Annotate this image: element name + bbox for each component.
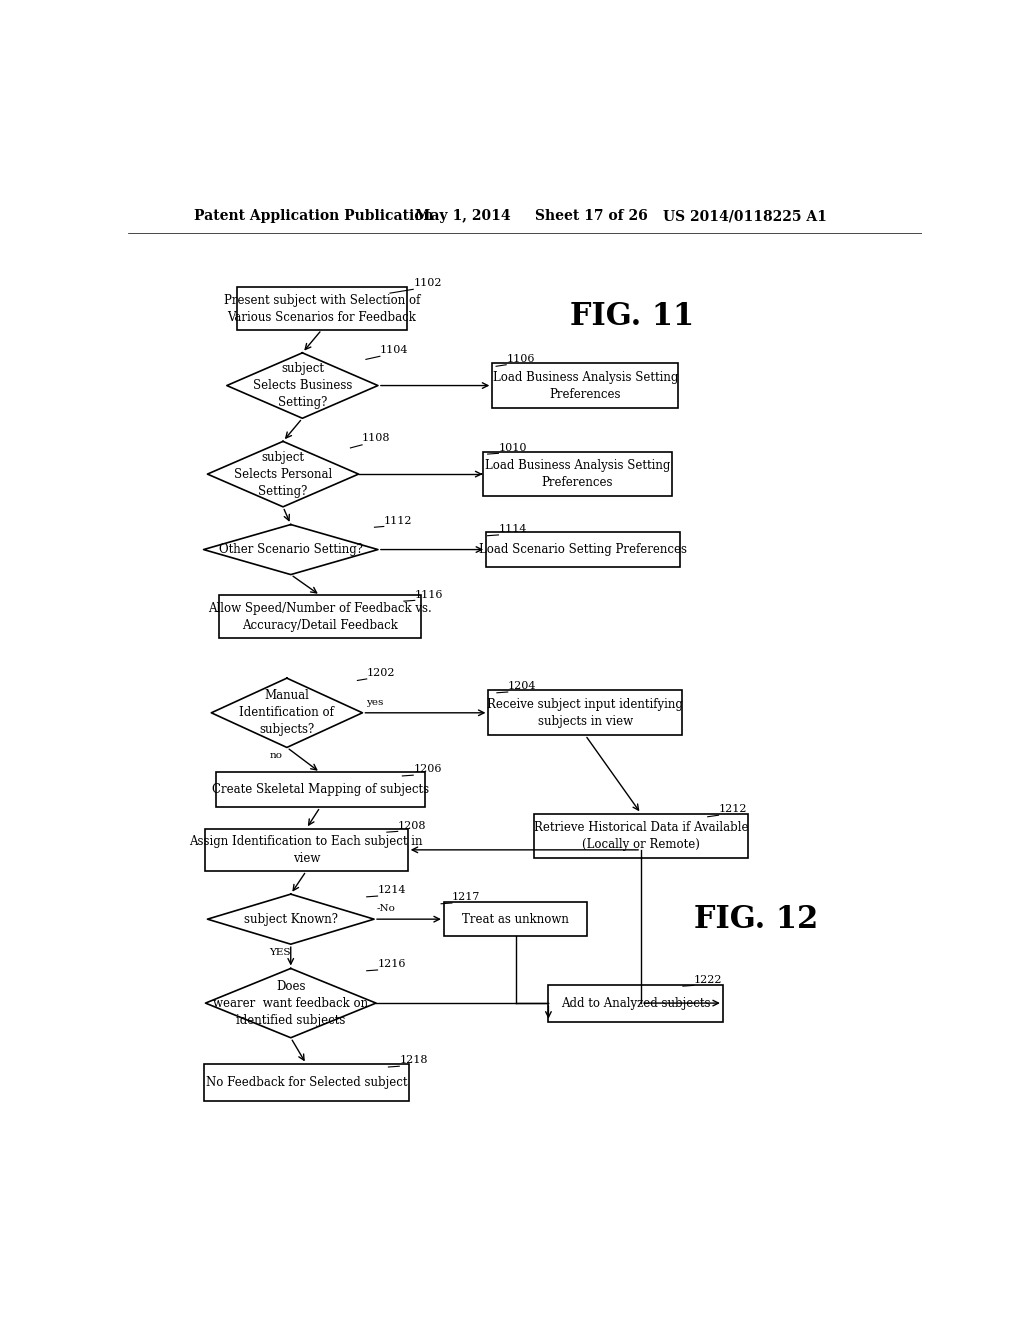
Text: Create Skeletal Mapping of subjects: Create Skeletal Mapping of subjects: [212, 783, 429, 796]
Text: 1108: 1108: [362, 433, 390, 444]
Text: 1102: 1102: [414, 277, 441, 288]
Text: subject
Selects Personal
Setting?: subject Selects Personal Setting?: [233, 450, 332, 498]
Bar: [493, 363, 678, 408]
Bar: [535, 813, 748, 858]
Bar: [219, 595, 421, 638]
Text: Load Business Analysis Setting
Preferences: Load Business Analysis Setting Preferenc…: [493, 371, 678, 400]
Text: 1216: 1216: [378, 960, 407, 969]
Text: 1218: 1218: [399, 1056, 428, 1065]
Text: Patent Application Publication: Patent Application Publication: [194, 209, 433, 223]
Text: -No: -No: [377, 904, 395, 913]
Text: 1222: 1222: [693, 974, 722, 985]
Text: no: no: [270, 751, 283, 760]
Text: 1112: 1112: [384, 516, 413, 525]
Text: Manual
Identification of
subjects?: Manual Identification of subjects?: [240, 689, 334, 737]
Text: Does
wearer  want feedback on
identified subjects: Does wearer want feedback on identified …: [213, 979, 369, 1027]
Text: 1010: 1010: [499, 442, 527, 453]
Bar: [549, 985, 723, 1022]
Text: 1202: 1202: [367, 668, 395, 678]
Text: 1116: 1116: [415, 590, 443, 599]
Bar: [486, 532, 680, 566]
Text: Present subject with Selection of
Various Scenarios for Feedback: Present subject with Selection of Variou…: [223, 293, 420, 323]
Bar: [216, 772, 425, 807]
Text: FIG. 11: FIG. 11: [569, 301, 694, 331]
Text: subject
Selects Business
Setting?: subject Selects Business Setting?: [253, 362, 352, 409]
Text: Treat as unknown: Treat as unknown: [462, 912, 569, 925]
Text: FIG. 12: FIG. 12: [693, 904, 818, 935]
Text: 1104: 1104: [380, 345, 409, 355]
Bar: [443, 902, 587, 936]
Text: yes: yes: [367, 698, 384, 706]
Text: Add to Analyzed subjects: Add to Analyzed subjects: [561, 997, 711, 1010]
Text: YES: YES: [269, 948, 291, 957]
Text: No Feedback for Selected subject: No Feedback for Selected subject: [206, 1076, 407, 1089]
Text: Retrieve Historical Data if Available
(Locally or Remote): Retrieve Historical Data if Available (L…: [534, 821, 749, 851]
Bar: [205, 829, 408, 871]
Bar: [204, 1064, 409, 1101]
Text: 1206: 1206: [414, 764, 441, 775]
Text: 1114: 1114: [499, 524, 527, 535]
Text: US 2014/0118225 A1: US 2014/0118225 A1: [663, 209, 826, 223]
Text: Sheet 17 of 26: Sheet 17 of 26: [535, 209, 647, 223]
Text: Load Scenario Setting Preferences: Load Scenario Setting Preferences: [479, 543, 687, 556]
Text: 1214: 1214: [378, 886, 407, 895]
Bar: [488, 690, 682, 735]
Text: 1204: 1204: [508, 681, 537, 692]
Text: 1212: 1212: [719, 804, 748, 814]
Text: May 1, 2014: May 1, 2014: [415, 209, 510, 223]
Text: Other Scenario Setting?: Other Scenario Setting?: [219, 543, 362, 556]
Bar: [482, 451, 673, 496]
Text: subject Known?: subject Known?: [244, 912, 338, 925]
Text: 1106: 1106: [506, 354, 535, 364]
Text: Load Business Analysis Setting
Preferences: Load Business Analysis Setting Preferenc…: [484, 459, 670, 490]
Text: Receive subject input identifying
subjects in view: Receive subject input identifying subjec…: [487, 698, 683, 727]
Text: 1208: 1208: [397, 821, 426, 830]
Text: Allow Speed/Number of Feedback vs.
Accuracy/Detail Feedback: Allow Speed/Number of Feedback vs. Accur…: [208, 602, 432, 631]
Text: Assign Identification to Each subject in
view: Assign Identification to Each subject in…: [189, 834, 423, 865]
Bar: [237, 288, 407, 330]
Text: 1217: 1217: [452, 892, 480, 903]
